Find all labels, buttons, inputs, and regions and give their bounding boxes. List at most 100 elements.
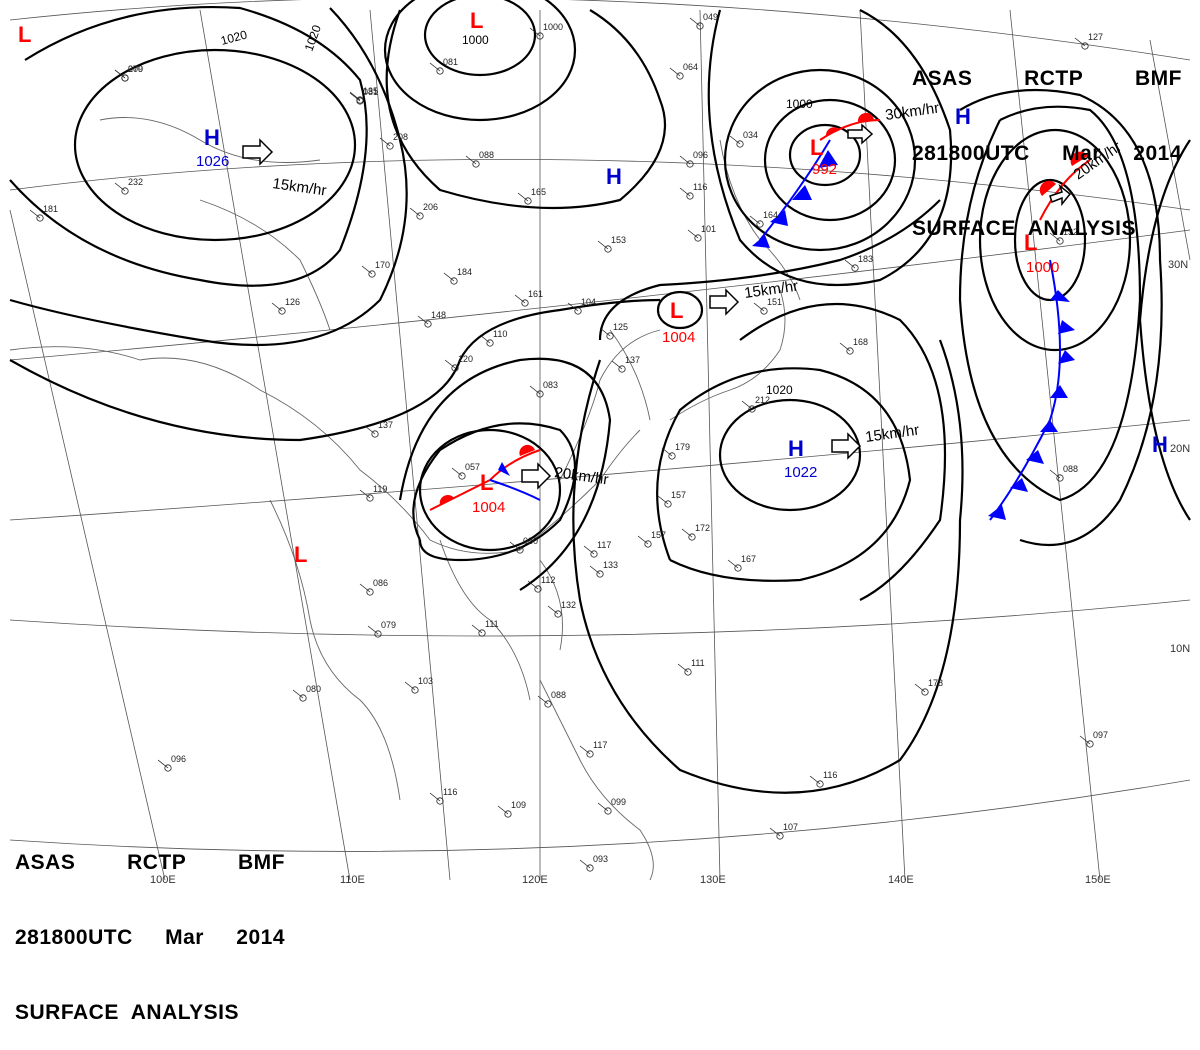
svg-text:1022: 1022	[784, 464, 817, 481]
station-pressure: 064	[683, 62, 698, 72]
station-plot: 104	[567, 297, 596, 315]
station-circle-icon	[668, 452, 676, 460]
station-plot: 167	[727, 554, 756, 572]
wind-barb-icon	[361, 265, 373, 275]
high-center-siberia: H 1026	[196, 125, 229, 170]
station-pressure: 116	[823, 770, 837, 780]
station-pressure: 151	[767, 297, 782, 307]
station-plot: 126	[271, 297, 300, 315]
station-circle-icon	[586, 864, 594, 872]
station-plot: 153	[597, 235, 626, 253]
station-pressure: 117	[593, 740, 607, 750]
station-circle-icon	[776, 832, 784, 840]
station-pressure: 120	[458, 354, 473, 364]
wind-barb-icon	[597, 240, 609, 250]
station-pressure: 104	[581, 297, 596, 307]
high-center-east: H	[1152, 432, 1168, 457]
lon-label-140e: 140E	[888, 874, 914, 886]
station-plot: 083	[529, 380, 558, 398]
wind-barb-icon	[611, 360, 623, 370]
station-circle-icon	[368, 270, 376, 278]
station-plot: 080	[509, 536, 538, 554]
station-circle-icon	[536, 32, 544, 40]
station-pressure: 088	[551, 690, 566, 700]
fronts-se-china	[429, 444, 541, 511]
station-pressure: 088	[1063, 464, 1078, 474]
svg-text:1004: 1004	[662, 329, 695, 346]
station-pressure: 132	[561, 600, 576, 610]
station-pressure: 034	[743, 130, 758, 140]
wind-barb-icon	[661, 447, 673, 457]
wind-barb-icon	[669, 67, 681, 77]
station-pressure: 167	[741, 554, 756, 564]
station-plot: 099	[597, 797, 626, 815]
station-plot: 093	[579, 854, 608, 872]
wind-barb-icon	[429, 792, 441, 802]
station-plot: 132	[1049, 227, 1078, 245]
station-plot: 109	[497, 800, 526, 818]
wind-barb-icon	[1049, 469, 1061, 479]
station-circle-icon	[516, 546, 524, 554]
wind-barb-icon	[451, 467, 463, 477]
wind-barb-icon	[379, 137, 391, 147]
station-plot: 133	[589, 560, 618, 578]
wind-barb-icon	[1079, 735, 1091, 745]
station-pressure: 112	[541, 575, 555, 585]
isobar-label: 1000	[786, 97, 813, 111]
station-plot: 120	[444, 354, 473, 372]
lat-label-10n: 10N	[1170, 643, 1190, 655]
station-pressure: 080	[306, 684, 321, 694]
station-circle-icon	[472, 160, 480, 168]
wind-barb-icon	[599, 327, 611, 337]
station-circle-icon	[606, 332, 614, 340]
wind-barb-icon	[749, 215, 761, 225]
wind-barb-icon	[679, 187, 691, 197]
wind-barb-icon	[579, 745, 591, 755]
station-pressure: 093	[593, 854, 608, 864]
station-pressure: 049	[703, 12, 718, 22]
cold-front-east	[988, 259, 1075, 521]
station-circle-icon	[756, 220, 764, 228]
low-center-north: L	[470, 8, 483, 33]
wind-barb-icon	[349, 91, 361, 101]
station-circle-icon	[458, 472, 466, 480]
warm-front-east	[1039, 151, 1091, 221]
isobars	[9, 0, 1191, 794]
station-pressure: 111	[485, 619, 499, 629]
station-pressure: 181	[43, 204, 58, 214]
station-circle-icon	[846, 347, 854, 355]
low-center-japan-sea: L 992	[810, 135, 837, 178]
station-plot: 161	[514, 289, 543, 307]
svg-text:H: H	[204, 125, 220, 150]
wind-barb-icon	[359, 489, 371, 499]
station-pressure: 081	[443, 57, 458, 67]
motion-arrows	[242, 123, 1072, 490]
wind-barb-icon	[157, 759, 169, 769]
station-pressure: 232	[128, 177, 143, 187]
station-circle-icon	[816, 780, 824, 788]
station-pressure: 088	[479, 150, 494, 160]
header-year: 2014	[236, 926, 285, 949]
station-pressure: 079	[128, 64, 143, 74]
svg-text:L: L	[470, 8, 483, 33]
station-pressure: 168	[853, 337, 868, 347]
station-plot: 111	[677, 658, 705, 676]
coastlines	[9, 117, 801, 881]
station-pressure: 083	[543, 380, 558, 390]
station-pressure: 208	[393, 132, 408, 142]
wind-barb-icon	[687, 229, 699, 239]
station-pressure: 200	[128, 64, 143, 74]
header-title: SURFACE ANALYSIS	[15, 1001, 239, 1024]
station-circle-icon	[1056, 474, 1064, 482]
header-month: Mar	[1062, 142, 1101, 165]
station-plot: 116	[679, 182, 707, 200]
low-center-east: L 1000	[1024, 230, 1059, 276]
station-circle-icon	[536, 390, 544, 398]
station-plot: 081	[429, 57, 458, 75]
wind-barb-icon	[729, 135, 741, 145]
station-plot: 172	[681, 523, 710, 541]
station-plot: 148	[417, 310, 446, 328]
station-pressure: 1000	[543, 22, 563, 32]
station-plot: 132	[547, 600, 576, 618]
station-circle-icon	[586, 750, 594, 758]
